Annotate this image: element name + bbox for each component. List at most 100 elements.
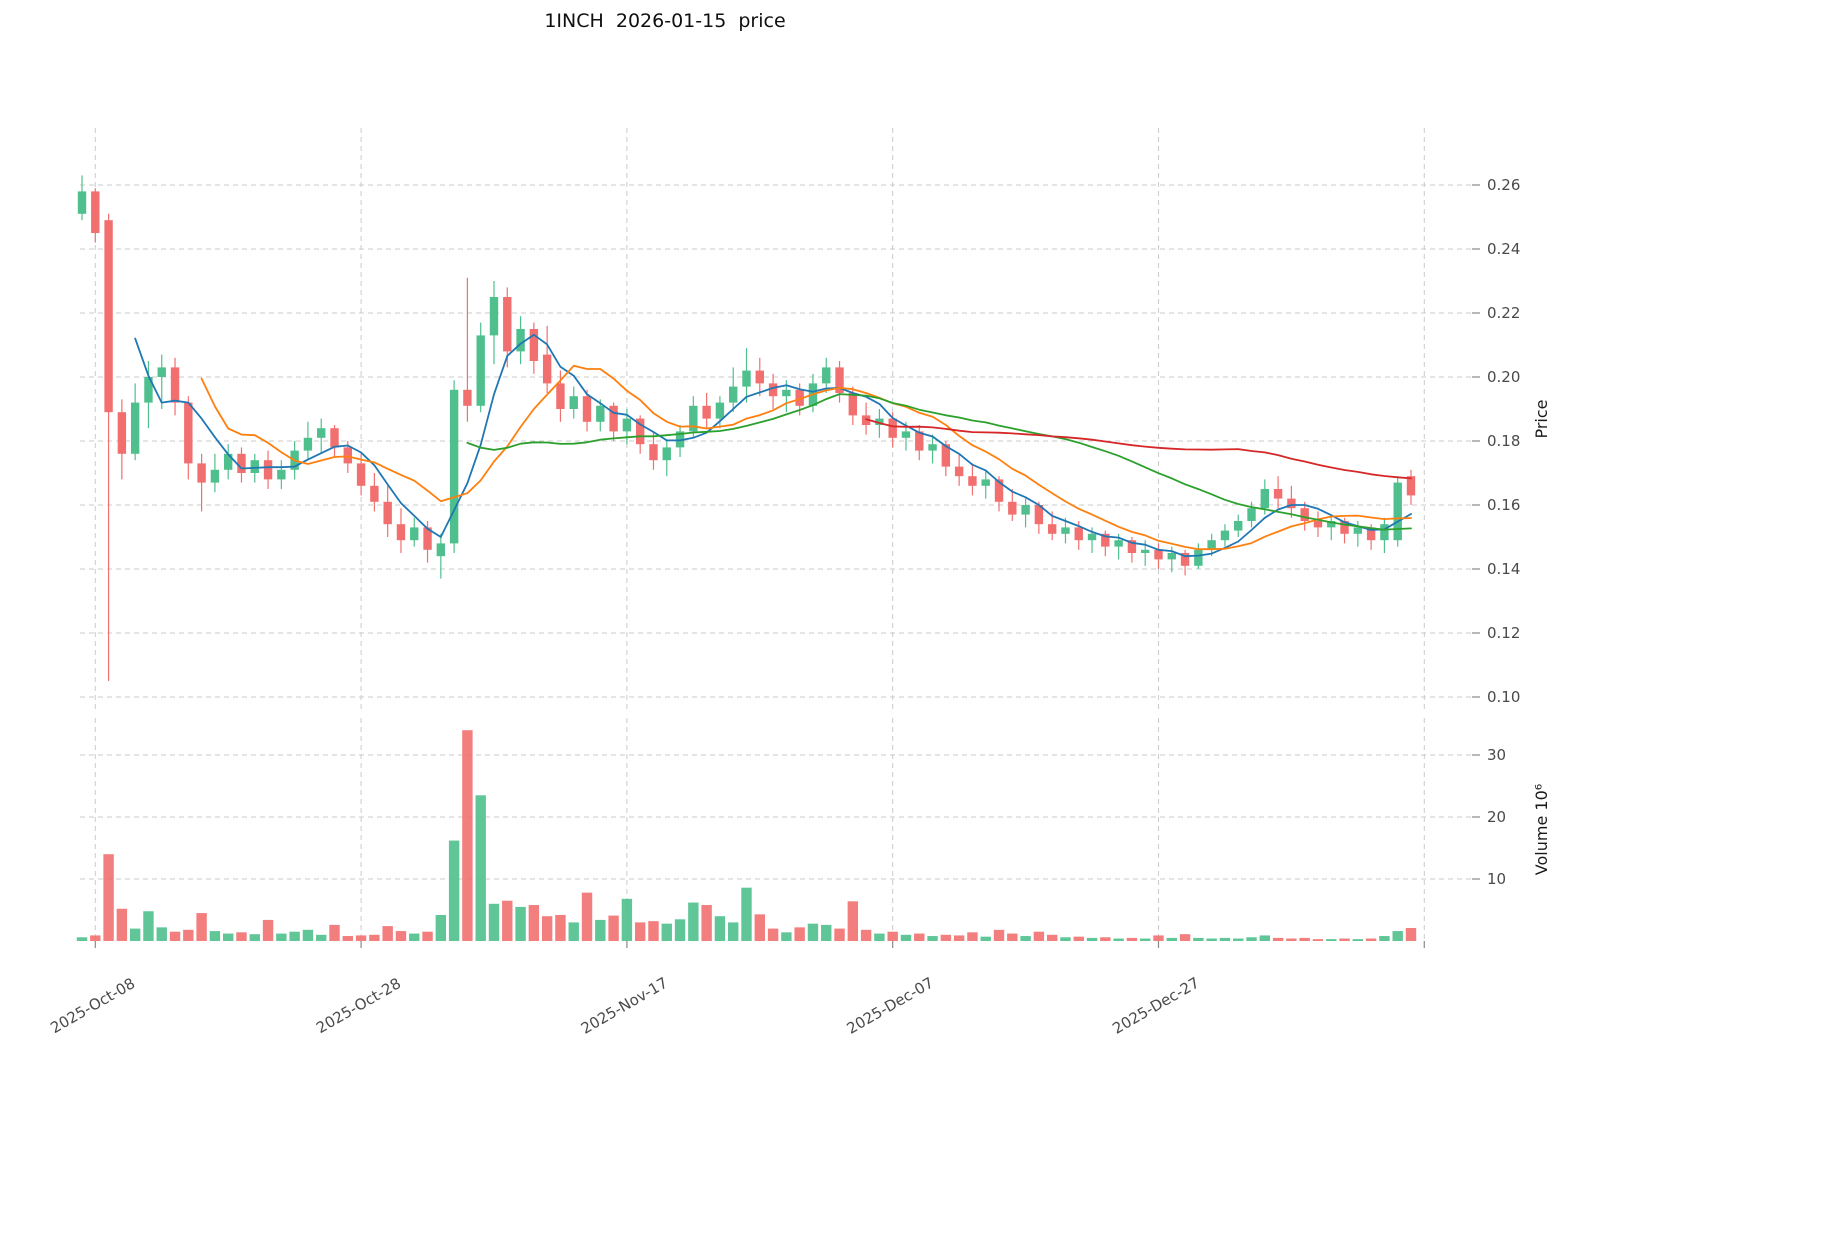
volume-axis-label: Volume 10⁶ [1532, 784, 1551, 875]
candle-body [1353, 527, 1363, 534]
volume-bar [874, 933, 885, 941]
candle-body [968, 476, 977, 486]
candle-body [915, 431, 924, 451]
volume-tick-label: 20 [1487, 808, 1506, 826]
volume-bar [541, 916, 553, 941]
volume-bar [355, 935, 367, 941]
candle-body [556, 383, 565, 409]
candle-body [383, 501, 392, 525]
volume-bar [1166, 937, 1177, 941]
candle-body [861, 415, 871, 425]
candle-body [609, 405, 618, 432]
candle-body [144, 377, 153, 403]
volume-bar [342, 936, 353, 941]
candle-body [250, 460, 259, 473]
volume-bar [1140, 938, 1151, 941]
volume-bar [448, 840, 460, 941]
candle-body [782, 389, 791, 397]
volume-bar [927, 936, 938, 941]
candle-body [503, 297, 512, 352]
volume-bar [1020, 936, 1031, 941]
volume-bar [847, 901, 859, 941]
volume-bar [621, 898, 633, 941]
candle-body [1327, 521, 1336, 528]
candle-body [104, 220, 113, 413]
volume-bar [634, 922, 646, 941]
volume-bar [834, 928, 845, 941]
candle-body [729, 386, 738, 403]
candle-body [1287, 498, 1296, 509]
volume-tick-label: 30 [1487, 746, 1506, 764]
chart-title: 1INCH 2026-01-15 price [544, 10, 786, 32]
volume-bar [728, 922, 739, 941]
candle-body [622, 418, 632, 432]
volume-bar [953, 935, 965, 941]
volume-bar [1326, 939, 1337, 941]
volume-bar [1219, 937, 1231, 941]
candle-body [1366, 527, 1376, 541]
volume-bar [462, 730, 473, 941]
candle-body [1220, 530, 1230, 541]
volume-bar [714, 916, 726, 941]
candle-body [848, 393, 858, 416]
candle-body [795, 389, 804, 406]
volume-bar [1405, 927, 1417, 941]
price-tick-label: 0.14 [1487, 560, 1520, 578]
volume-bar [568, 922, 579, 941]
candle-body [489, 297, 499, 336]
volume-bar [807, 923, 819, 941]
volume-bar [515, 906, 526, 941]
ma-line-ma10 [200, 364, 1412, 551]
candle-body [901, 431, 911, 438]
candle-body [463, 389, 472, 406]
candle-body [1207, 540, 1216, 550]
candle-body [1393, 482, 1402, 541]
volume-tick-label: 10 [1487, 870, 1506, 888]
volume-bar [1339, 938, 1350, 941]
volume-bar [914, 933, 925, 941]
volume-bar [90, 935, 101, 941]
candle-body [702, 405, 711, 419]
candle-body [1180, 553, 1190, 566]
volume-bar [475, 795, 486, 941]
volume-bar [236, 932, 247, 941]
candle-body [768, 383, 778, 397]
volume-bar [648, 921, 659, 941]
candle-body [1127, 540, 1137, 553]
candle-body [1260, 489, 1270, 509]
volume-bar [1286, 938, 1297, 941]
candle-body [330, 428, 339, 448]
volume-bar [262, 919, 274, 941]
volume-bar [1007, 933, 1018, 941]
candle-body [1141, 549, 1150, 553]
price-tick-label: 0.26 [1487, 176, 1520, 194]
date-tick-label: 2025-Oct-28 [313, 974, 404, 1037]
volume-bar [1299, 937, 1310, 941]
date-tick-label: 2025-Dec-07 [844, 974, 937, 1038]
candle-body [356, 463, 366, 486]
price-tick-label: 0.16 [1487, 496, 1520, 514]
candle-body [582, 396, 592, 422]
volume-bar [688, 902, 699, 941]
volume-bar [209, 931, 221, 941]
candle-body [569, 396, 578, 409]
volume-bar [143, 911, 154, 941]
volume-bar [76, 937, 88, 941]
volume-bars [76, 730, 1417, 941]
candle-body [77, 191, 87, 214]
volume-bar [741, 887, 752, 941]
candle-body [1234, 521, 1243, 531]
volume-bar [940, 934, 952, 941]
date-tick-label: 2025-Dec-27 [1109, 974, 1202, 1038]
candles [77, 175, 1416, 681]
candle-body [223, 453, 233, 470]
candle-body [91, 191, 100, 233]
candle-body [1074, 527, 1083, 541]
price-tick-label: 0.10 [1487, 688, 1520, 706]
candle-body [822, 367, 831, 384]
candle-body [941, 444, 951, 467]
volume-bar [1100, 937, 1111, 941]
volume-bar [1126, 937, 1138, 941]
candle-body [542, 354, 552, 384]
